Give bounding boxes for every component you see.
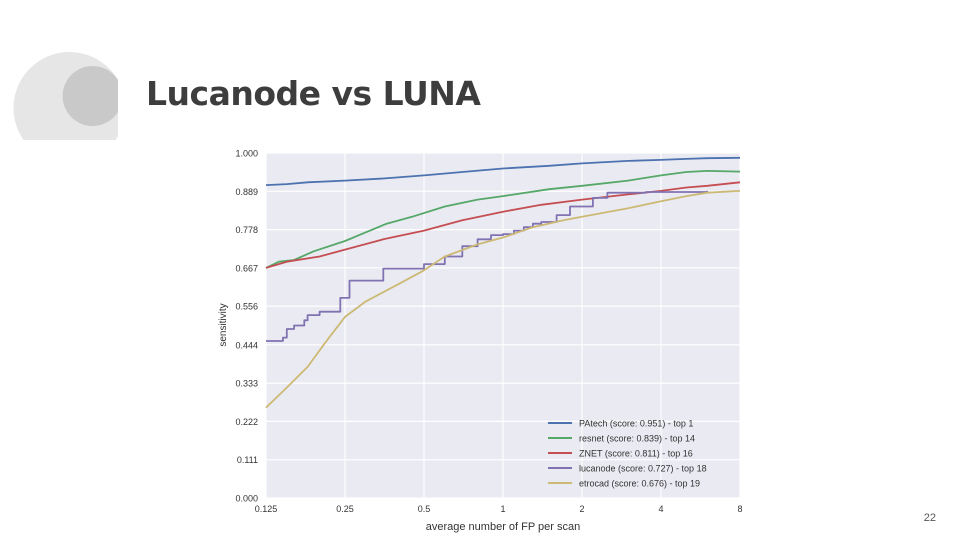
y-tick-label: 0.111 [237, 455, 258, 465]
x-axis-label: average number of FP per scan [426, 521, 581, 533]
y-tick-label: 1.000 [235, 149, 258, 159]
x-tick-label: 2 [579, 504, 584, 514]
y-tick-label: 0.333 [235, 379, 258, 389]
y-tick-label: 0.556 [235, 302, 258, 312]
x-tick-label: 1 [500, 504, 505, 514]
page-title: Lucanode vs LUNA [146, 74, 481, 113]
legend-label: etrocad (score: 0.676) - top 19 [579, 479, 700, 489]
x-tick-label: 0.25 [336, 504, 354, 514]
legend-label: lucanode (score: 0.727) - top 18 [579, 464, 707, 474]
legend-label: PAtech (score: 0.951) - top 1 [579, 419, 693, 429]
y-tick-label: 0.778 [235, 225, 258, 235]
y-tick-label: 0.222 [235, 417, 258, 427]
x-tick-label: 0.5 [418, 504, 431, 514]
legend: PAtech (score: 0.951) - top 1 resnet (sco… [548, 419, 707, 489]
legend-label: resnet (score: 0.839) - top 14 [579, 434, 695, 444]
legend-label: ZNET (score: 0.811) - top 16 [579, 449, 693, 459]
corner-arc-decoration [13, 52, 118, 140]
y-tick-label: 0.667 [235, 263, 258, 273]
series-line-0 [265, 156, 741, 186]
series-line-2 [265, 181, 741, 269]
x-tick-label: 8 [737, 504, 742, 514]
y-tick-label: 0.000 [235, 494, 258, 504]
y-tick-label: 0.444 [235, 340, 258, 350]
y-tick-label: 0.889 [235, 187, 258, 197]
x-tick-label: 4 [658, 504, 663, 514]
series-line-1 [265, 170, 741, 269]
page-number: 22 [923, 512, 936, 524]
series-line-3 [266, 190, 709, 342]
y-axis-label: sensitivity [218, 303, 229, 346]
x-tick-label: 0.125 [255, 504, 278, 514]
series-line-4 [265, 190, 741, 409]
